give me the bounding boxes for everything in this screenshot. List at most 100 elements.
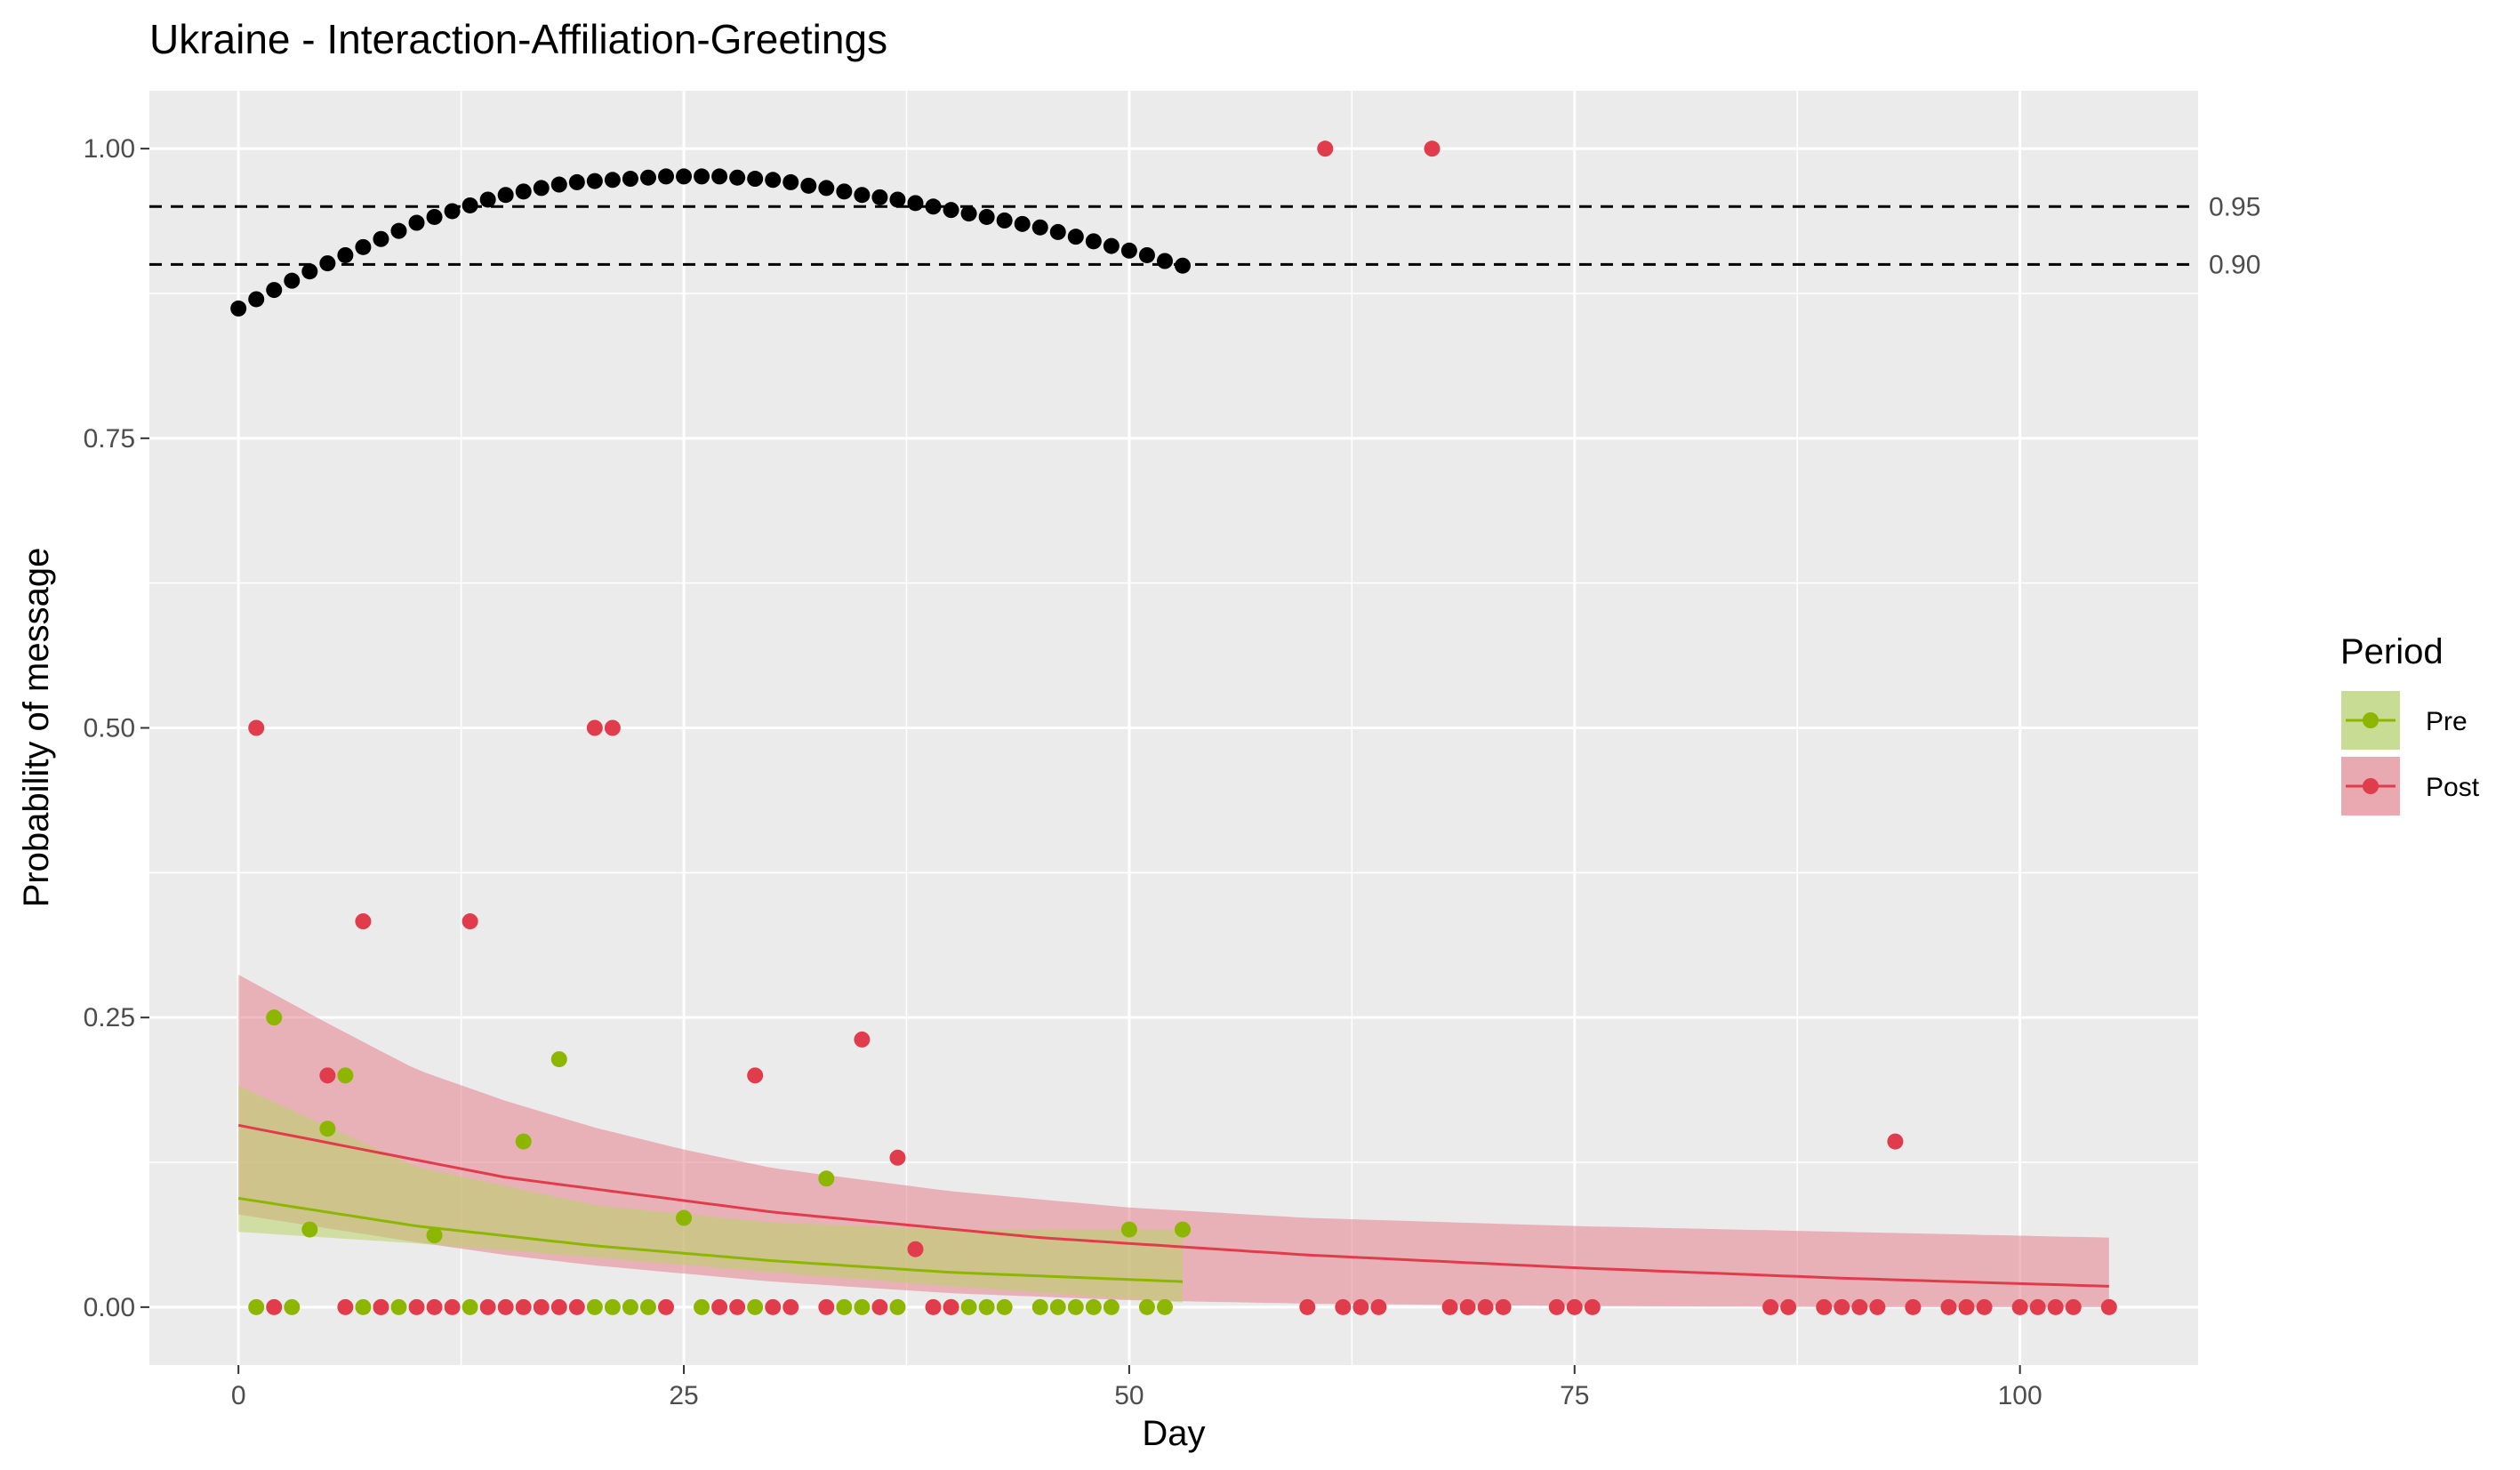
point-post — [1958, 1298, 1975, 1315]
legend: Period Pre Post — [2339, 632, 2480, 817]
point-pre — [550, 1051, 567, 1068]
point-pre — [390, 1298, 407, 1315]
point-pre — [515, 1133, 532, 1150]
point-post — [1851, 1298, 1868, 1315]
point-post — [337, 1298, 354, 1315]
point-pre — [604, 1298, 621, 1315]
point-pre — [854, 1298, 871, 1315]
threshold-point — [1175, 257, 1192, 274]
reference-label: 0.90 — [2209, 250, 2260, 279]
threshold-point — [373, 230, 389, 247]
point-post — [2065, 1298, 2082, 1315]
point-post — [1816, 1298, 1833, 1315]
threshold-point — [550, 176, 567, 193]
threshold-point — [907, 195, 924, 212]
point-post — [408, 1298, 425, 1315]
point-post — [1459, 1298, 1476, 1315]
point-post — [943, 1298, 959, 1315]
threshold-point — [319, 255, 336, 272]
threshold-point — [1103, 237, 1120, 254]
point-post — [1905, 1298, 1922, 1315]
threshold-point — [854, 187, 871, 204]
y-tick-label: 1.00 — [84, 134, 135, 164]
point-pre — [248, 1298, 265, 1315]
threshold-point — [996, 212, 1013, 229]
point-post — [1335, 1298, 1352, 1315]
point-pre — [1138, 1298, 1155, 1315]
point-post — [248, 719, 265, 736]
point-post — [729, 1298, 746, 1315]
threshold-point — [248, 291, 265, 308]
point-post — [568, 1298, 585, 1315]
point-post — [479, 1298, 496, 1315]
legend-label-post: Post — [2426, 773, 2480, 802]
point-post — [1299, 1298, 1316, 1315]
threshold-point — [871, 189, 888, 205]
point-post — [2029, 1298, 2046, 1315]
point-pre — [1049, 1298, 1066, 1315]
y-tick-label: 0.25 — [84, 1003, 135, 1032]
point-post — [871, 1298, 888, 1315]
point-pre — [319, 1121, 336, 1137]
threshold-point — [978, 208, 995, 225]
point-post — [1477, 1298, 1494, 1315]
point-post — [1548, 1298, 1565, 1315]
threshold-point — [622, 171, 638, 188]
point-pre — [676, 1209, 693, 1226]
point-pre — [639, 1298, 656, 1315]
threshold-point — [1031, 219, 1048, 236]
point-pre — [836, 1298, 853, 1315]
threshold-point — [515, 183, 532, 200]
point-pre — [1175, 1221, 1192, 1238]
y-axis: 0.00 0.25 0.50 0.75 1.00 — [84, 134, 149, 1322]
threshold-point — [747, 171, 764, 188]
x-tick-label: 100 — [1998, 1381, 2042, 1410]
point-post — [747, 1067, 764, 1084]
threshold-point — [765, 172, 782, 189]
point-pre — [355, 1298, 372, 1315]
point-post — [266, 1298, 283, 1315]
point-post — [658, 1298, 675, 1315]
point-pre — [747, 1298, 764, 1315]
threshold-point — [408, 214, 425, 231]
point-post — [1584, 1298, 1601, 1315]
point-post — [586, 719, 603, 736]
threshold-point — [390, 222, 407, 239]
point-post — [1762, 1298, 1779, 1315]
point-pre — [1031, 1298, 1048, 1315]
reference-label: 0.95 — [2209, 192, 2260, 221]
threshold-point — [694, 168, 710, 185]
point-post — [1352, 1298, 1369, 1315]
point-post — [355, 913, 372, 930]
threshold-point — [586, 173, 603, 189]
x-axis-title: Day — [1142, 1414, 1205, 1453]
point-post — [765, 1298, 782, 1315]
threshold-point — [230, 300, 247, 317]
point-post — [1940, 1298, 1957, 1315]
threshold-point — [497, 187, 514, 204]
point-pre — [1156, 1298, 1173, 1315]
point-pre — [1067, 1298, 1084, 1315]
legend-key-point — [2363, 712, 2379, 728]
y-tick-label: 0.50 — [84, 714, 135, 743]
y-tick-label: 0.75 — [84, 424, 135, 454]
chart-title: Ukraine - Interaction-Affiliation-Greeti… — [149, 16, 887, 62]
point-pre — [586, 1298, 603, 1315]
x-tick-label: 50 — [1114, 1381, 1144, 1410]
point-pre — [694, 1298, 710, 1315]
threshold-point — [836, 183, 853, 200]
threshold-point — [782, 173, 799, 190]
threshold-point — [943, 202, 959, 219]
point-pre — [337, 1067, 354, 1084]
threshold-point — [639, 169, 656, 186]
point-pre — [301, 1221, 318, 1238]
threshold-point — [461, 197, 478, 213]
point-pre — [889, 1298, 906, 1315]
point-post — [854, 1031, 871, 1048]
point-post — [2011, 1298, 2028, 1315]
point-post — [1566, 1298, 1583, 1315]
threshold-point — [284, 272, 301, 289]
point-post — [2100, 1298, 2117, 1315]
threshold-point — [1085, 233, 1102, 250]
